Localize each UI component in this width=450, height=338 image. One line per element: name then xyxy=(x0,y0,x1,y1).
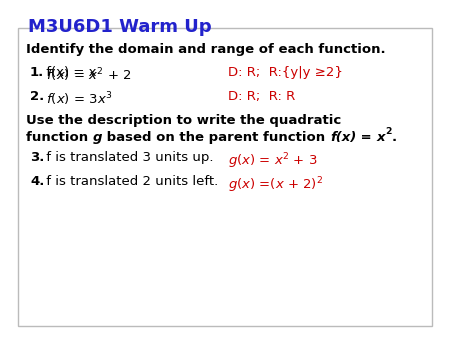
FancyBboxPatch shape xyxy=(18,28,432,326)
Text: D: R;  R: R: D: R; R: R xyxy=(228,90,295,103)
Text: =: = xyxy=(356,131,377,144)
Text: .: . xyxy=(392,131,396,144)
Text: 2.: 2. xyxy=(30,90,44,103)
Text: f(x): f(x) xyxy=(330,131,356,144)
Text: Identify the domain and range of each function.: Identify the domain and range of each fu… xyxy=(26,43,386,56)
Text: Use the description to write the quadratic: Use the description to write the quadrat… xyxy=(26,114,341,127)
Text: x: x xyxy=(377,131,385,144)
Text: $f(x)$ = $3x^3$: $f(x)$ = $3x^3$ xyxy=(42,90,112,107)
Text: 3.: 3. xyxy=(30,151,45,164)
Text: f is translated 3 units up.: f is translated 3 units up. xyxy=(42,151,213,164)
Text: $f(x)$ = $x^2$ + 2: $f(x)$ = $x^2$ + 2 xyxy=(42,66,132,83)
Text: f is translated 2 units left.: f is translated 2 units left. xyxy=(42,175,218,188)
Text: 2: 2 xyxy=(385,127,392,136)
Text: $g(x)$ =($x$ + 2)$^2$: $g(x)$ =($x$ + 2)$^2$ xyxy=(228,175,323,195)
Text: f(x) = x: f(x) = x xyxy=(42,66,96,79)
Text: M3U6D1 Warm Up: M3U6D1 Warm Up xyxy=(28,18,212,36)
Text: based on the parent function: based on the parent function xyxy=(102,131,330,144)
Text: g: g xyxy=(93,131,102,144)
Text: 1.: 1. xyxy=(30,66,44,79)
Text: D: R;  R:{y|y ≥2}: D: R; R:{y|y ≥2} xyxy=(228,66,343,79)
Text: $g(x)$ = $x^2$ + 3: $g(x)$ = $x^2$ + 3 xyxy=(228,151,318,171)
Text: function: function xyxy=(26,131,93,144)
Text: 4.: 4. xyxy=(30,175,45,188)
